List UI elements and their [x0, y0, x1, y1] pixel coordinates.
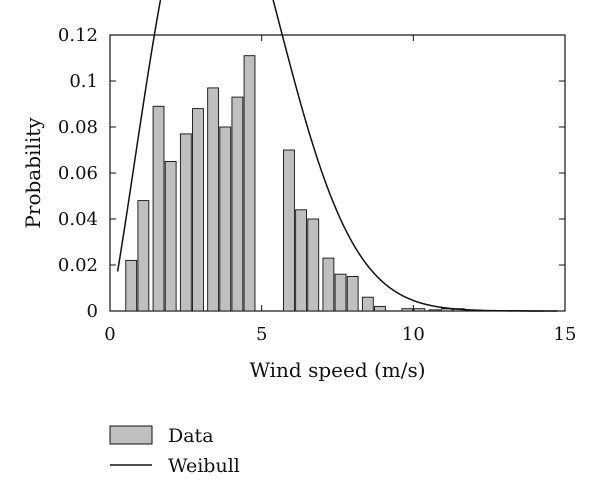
bar — [152, 105, 165, 312]
y-tick-label: 0.04 — [58, 209, 98, 230]
bar — [401, 308, 414, 312]
bar — [179, 133, 192, 312]
bar — [192, 108, 204, 312]
bar — [243, 55, 256, 312]
y-tick-label: 0.12 — [58, 25, 98, 46]
bar — [219, 126, 232, 312]
bar — [295, 209, 308, 312]
plot-area — [109, 34, 566, 312]
bar — [413, 308, 426, 312]
y-tick-label: 0.02 — [58, 255, 98, 276]
bar — [164, 161, 177, 312]
x-tick-label: 0 — [104, 324, 115, 345]
bar — [346, 276, 359, 312]
x-tick-label: 10 — [402, 324, 425, 345]
bar-group — [125, 55, 544, 312]
bar — [322, 257, 335, 312]
bar — [374, 305, 386, 312]
series-line-weibull — [116, 0, 558, 312]
bar — [125, 259, 138, 312]
y-tick-label: 0.06 — [58, 163, 98, 184]
legend: Data Weibull — [109, 425, 240, 477]
x-axis-label: Wind speed (m/s) — [249, 358, 425, 382]
y-tick-label: 0 — [87, 301, 98, 322]
x-tick-label: 15 — [554, 324, 577, 345]
y-tick-label: 0.1 — [69, 71, 98, 92]
bar — [428, 309, 441, 312]
legend-swatch-data — [109, 425, 153, 445]
legend-label-data: Data — [168, 425, 214, 447]
y-axis-label: Probability — [21, 117, 45, 229]
y-tick-label: 0.08 — [58, 117, 98, 138]
bar — [231, 96, 244, 312]
bar — [334, 273, 347, 312]
bar — [207, 87, 220, 312]
bar — [137, 200, 150, 312]
bar — [307, 218, 320, 312]
bar — [361, 296, 374, 312]
legend-label-weibull: Weibull — [168, 455, 240, 477]
bar — [283, 149, 295, 312]
axis-ticks: 0 5 10 15 0 0.02 0.04 0.06 0.08 0.1 0.12 — [58, 25, 577, 345]
x-tick-label: 5 — [256, 324, 267, 345]
